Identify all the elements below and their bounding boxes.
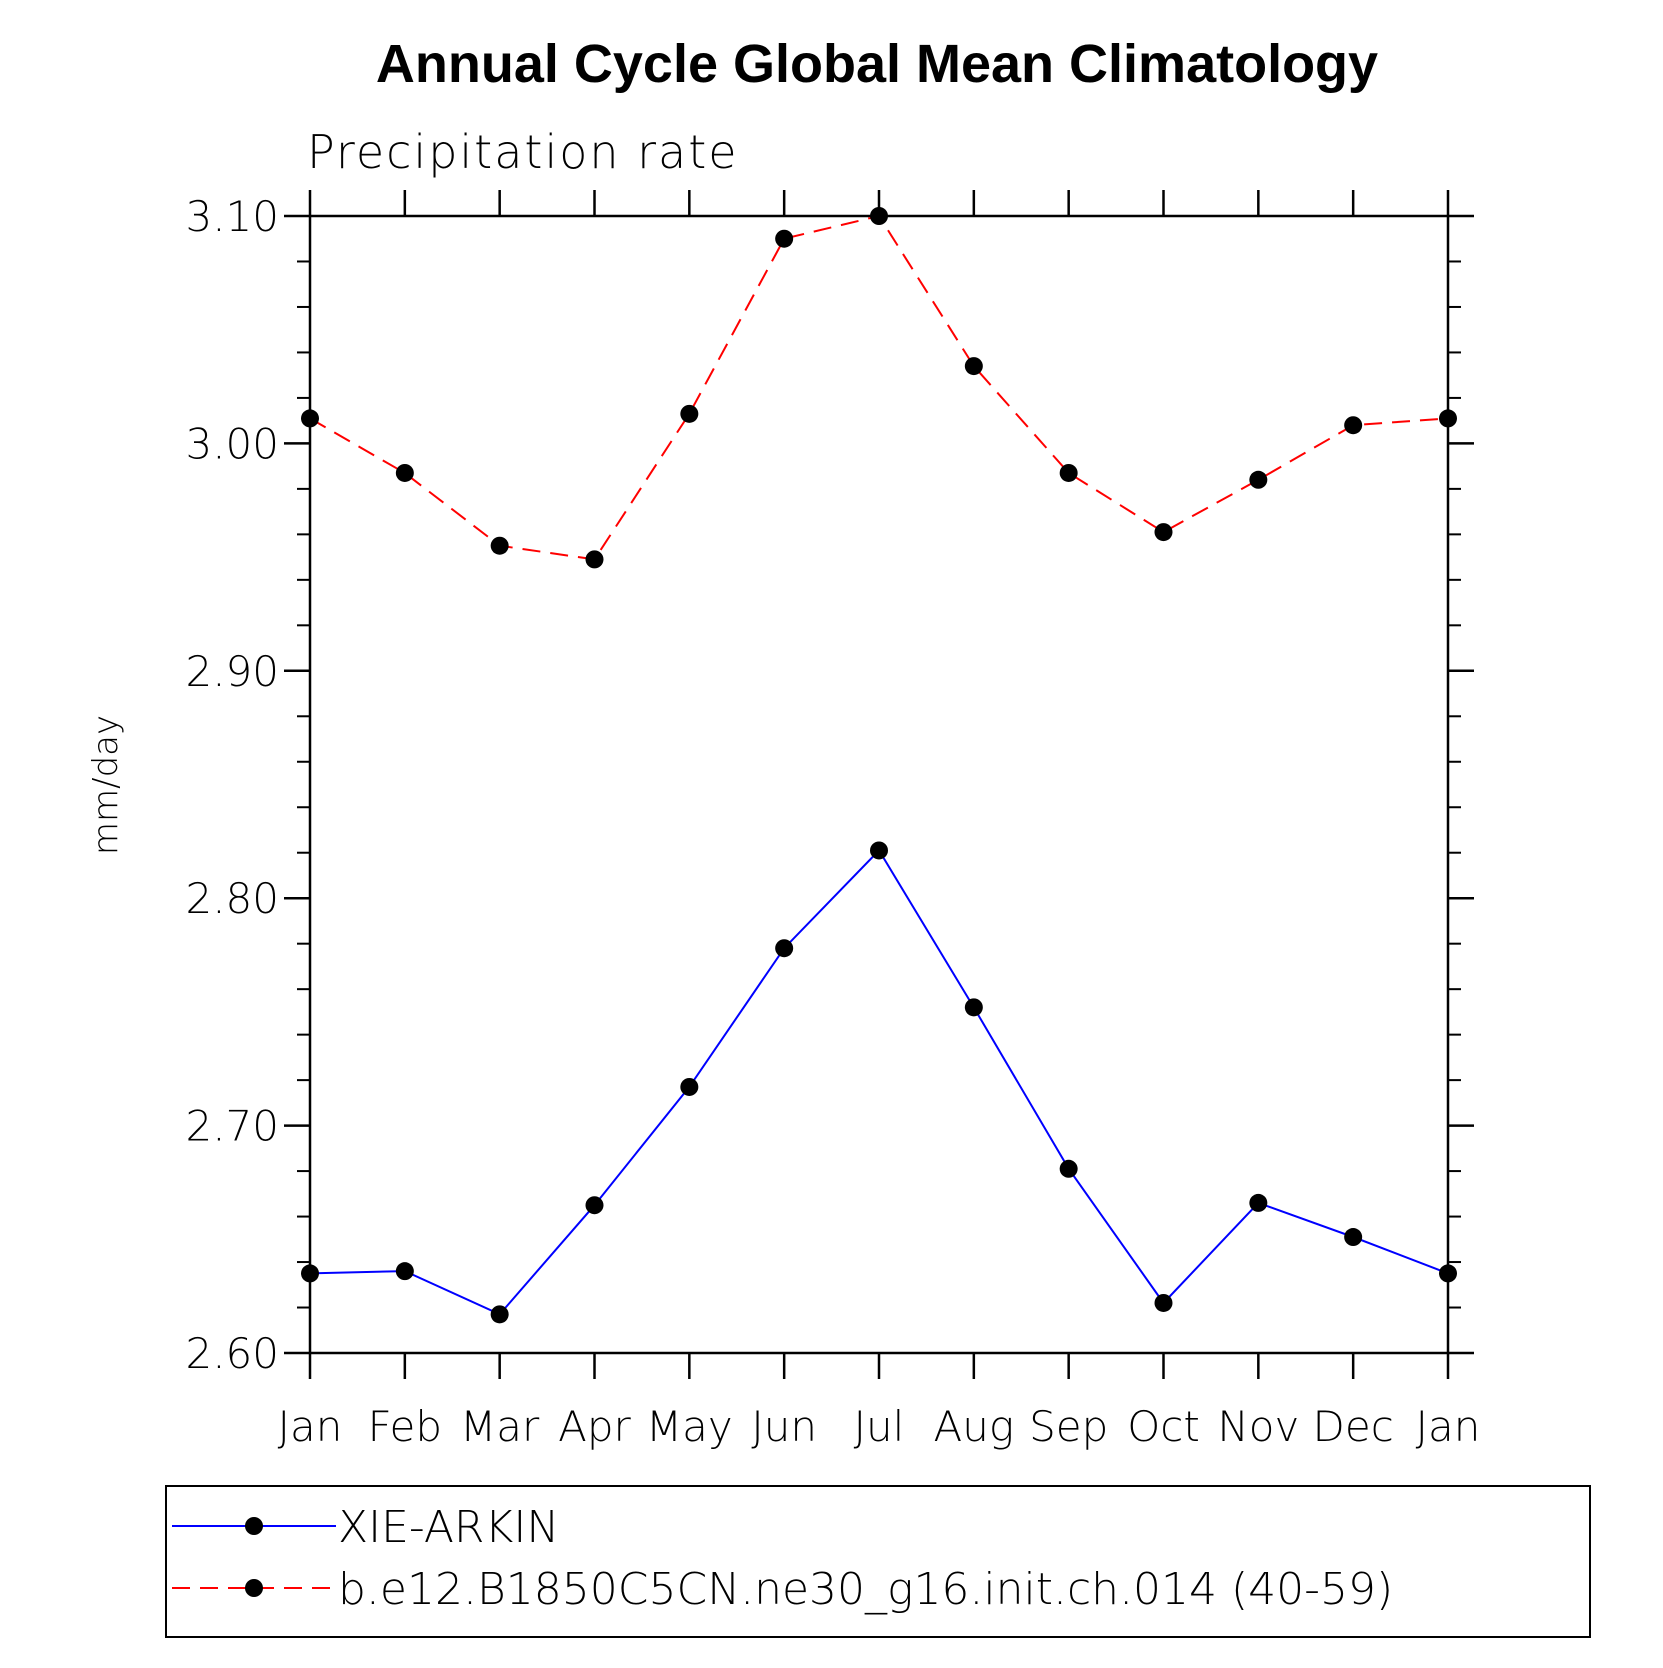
series-0-point: [870, 841, 888, 860]
series-0-point: [964, 998, 983, 1017]
series-0-point: [775, 939, 794, 958]
y-axis-label: mm/day: [86, 715, 126, 855]
series-0-point: [1249, 1193, 1268, 1212]
x-tick-label: Sep: [1029, 1402, 1108, 1451]
series-1-point: [680, 404, 699, 423]
series-0-point: [301, 1264, 319, 1283]
series-0-point: [1439, 1264, 1457, 1283]
series-1-point: [1439, 409, 1457, 428]
chart-subtitle: Precipitation rate: [307, 125, 739, 179]
y-tick-label: 3.10: [185, 192, 279, 241]
y-tick-label: 2.70: [185, 1102, 279, 1151]
series-layer: [301, 207, 1457, 1324]
series-1-point: [1059, 463, 1078, 482]
series-1-point: [490, 536, 509, 555]
x-tick-label: Dec: [1313, 1402, 1394, 1451]
series-1-point: [870, 207, 888, 225]
legend: XIE-ARKIN b.e12.B1850C5CN.ne30_g16.init.…: [165, 1485, 1591, 1638]
x-tick-label: Oct: [1127, 1402, 1200, 1451]
series-1-point: [964, 357, 983, 376]
series-0-point: [1059, 1159, 1078, 1178]
series-1-point: [585, 550, 604, 569]
series-1-point: [775, 229, 794, 248]
series-1-point: [1154, 523, 1173, 542]
x-tick-label: Aug: [934, 1402, 1015, 1451]
series-0-point: [1154, 1293, 1173, 1312]
series-1-point: [301, 409, 319, 428]
legend-box: [165, 1485, 1591, 1638]
series-line-1: [309, 214, 1449, 561]
chart-title: Annual Cycle Global Mean Climatology: [376, 34, 1378, 94]
series-1-point: [1344, 416, 1363, 435]
x-tick-label: Feb: [368, 1402, 442, 1451]
x-tick-label: Jan: [1416, 1402, 1481, 1451]
series-0-point: [490, 1305, 509, 1324]
y-tick-label: 2.90: [185, 647, 279, 696]
series-0-point: [585, 1196, 604, 1215]
series-1-point: [1249, 470, 1268, 489]
series-0-point: [680, 1077, 699, 1096]
y-tick-label: 3.00: [185, 419, 279, 468]
x-tick-label: May: [646, 1402, 733, 1451]
x-tick-label: Jul: [854, 1402, 905, 1451]
legend-label-xie-arkin: XIE-ARKIN: [338, 1502, 559, 1553]
legend-marker-model: [245, 1579, 263, 1597]
x-tick-label: Apr: [558, 1402, 631, 1451]
plot-frame: [308, 214, 1450, 1355]
series-0-point: [1344, 1228, 1363, 1247]
x-tick-label: Jan: [278, 1402, 343, 1451]
axis-ticks: Jan Feb Mar Apr May Jun Jul Aug Sep Oct Nov Dec Jan 2…: [185, 190, 1480, 1451]
legend-label-model: b.e12.B1850C5CN.ne30_g16.init.ch.014 (40…: [338, 1564, 1393, 1615]
y-tick-label: 2.80: [185, 874, 279, 923]
series-0-point: [395, 1262, 414, 1281]
series-line-0: [309, 848, 1449, 1316]
series-1-point: [395, 463, 414, 482]
y-tick-label: 2.60: [185, 1329, 279, 1378]
x-tick-label: Mar: [460, 1402, 540, 1451]
legend-marker-xie-arkin: [245, 1517, 263, 1535]
x-tick-label: Jun: [751, 1402, 817, 1451]
x-tick-label: Nov: [1217, 1402, 1299, 1451]
